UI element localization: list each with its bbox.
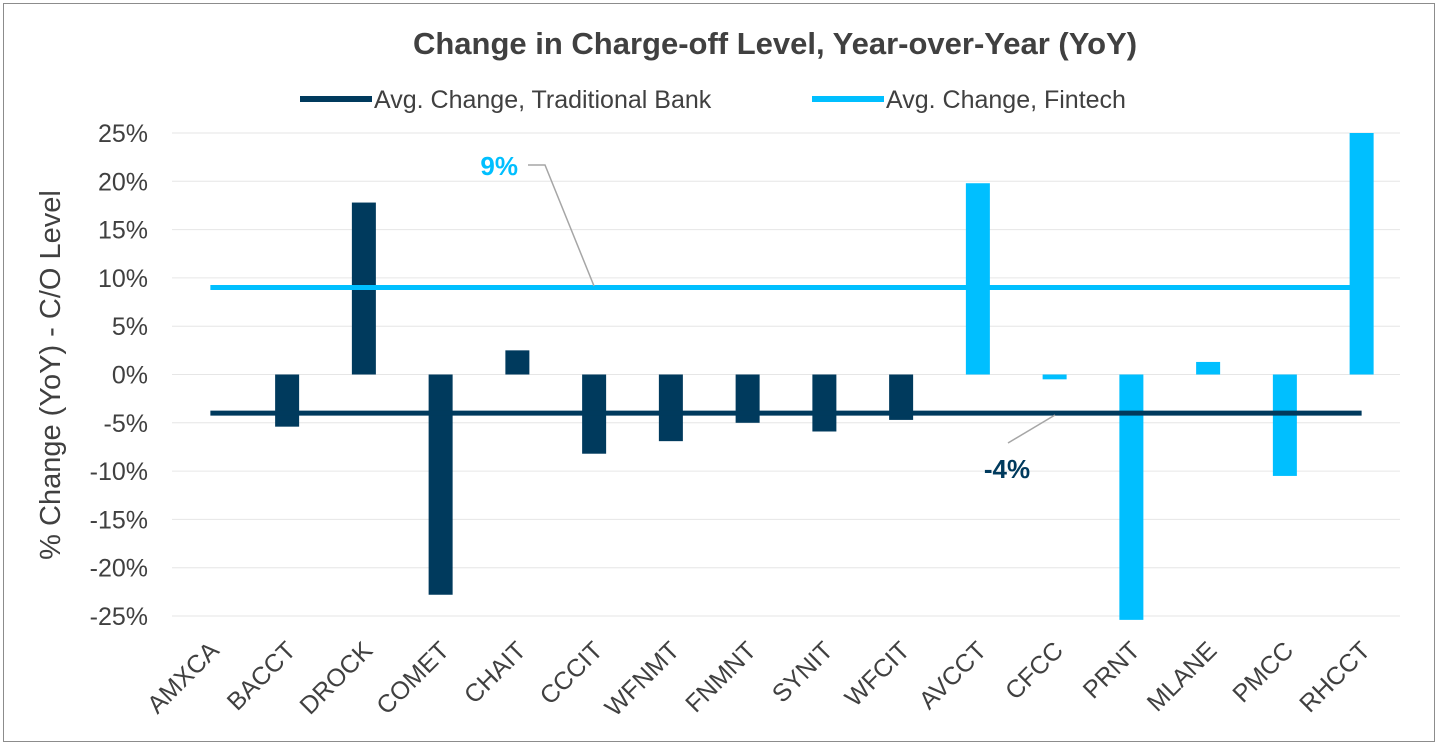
bar-mlane: [1196, 361, 1221, 375]
x-tick-label: CHAIT: [459, 636, 532, 709]
y-tick-label: -5%: [104, 410, 148, 438]
x-tick-label: SYNIT: [767, 636, 839, 708]
bar-pmcc: [1272, 374, 1297, 476]
y-tick-label: 0%: [112, 362, 148, 390]
bar-chait: [505, 350, 530, 375]
chart-frame: [3, 3, 1435, 742]
x-tick-label: BACCT: [222, 636, 302, 716]
y-tick-label: -15%: [90, 506, 148, 534]
bar-avcct: [965, 183, 990, 375]
y-tick-label: 15%: [98, 217, 148, 245]
gridlines: [172, 132, 1400, 617]
x-tick-label: AMXCA: [142, 636, 225, 719]
y-axis-ticks: 25% 20% 15% 10% 5% 0% -5% -10% -15% -20% -25%: [90, 120, 148, 631]
bar-synit: [812, 374, 837, 432]
y-tick-label: 10%: [98, 265, 148, 293]
average-lines: [210, 285, 1362, 416]
x-tick-label: CCCIT: [535, 636, 609, 710]
y-tick-label: -20%: [90, 555, 148, 583]
y-axis-label: % Change (YoY) - C/O Level: [35, 190, 67, 560]
x-tick-label: RHCCT: [1294, 636, 1376, 718]
bar-wfnmt: [658, 374, 683, 442]
x-tick-label: WFNMT: [600, 636, 686, 722]
bars: [275, 133, 1374, 620]
chart-title: Change in Charge-off Level, Year-over-Ye…: [413, 26, 1137, 61]
annotation-traditional-avg: -4%: [984, 454, 1030, 484]
y-tick-label: 25%: [98, 120, 148, 148]
x-tick-label: MLANE: [1142, 636, 1223, 717]
x-tick-label: DROCK: [294, 636, 378, 720]
annotation-leader-fintech: [528, 164, 595, 287]
x-tick-label: FNMNT: [680, 636, 762, 718]
y-tick-label: -10%: [90, 458, 148, 486]
y-tick-label: 20%: [98, 168, 148, 196]
y-tick-label: 5%: [112, 313, 148, 341]
x-tick-label: WFCIT: [840, 636, 916, 712]
legend: Avg. Change, Traditional Bank Avg. Chang…: [300, 86, 1126, 114]
x-tick-label: COMET: [371, 636, 455, 720]
legend-label-traditional: Avg. Change, Traditional Bank: [374, 86, 712, 114]
x-tick-label: AVCCT: [914, 636, 992, 714]
y-tick-label: -25%: [90, 603, 148, 631]
annotation-fintech-avg: 9%: [480, 151, 518, 181]
bar-rhcct: [1349, 133, 1374, 375]
bar-bacct: [275, 374, 300, 427]
annotation-leader-traditional: [1007, 414, 1056, 444]
x-tick-label: PRNT: [1078, 636, 1146, 704]
bar-cfcc: [1042, 374, 1067, 380]
x-tick-label: PMCC: [1227, 636, 1299, 708]
bar-comet: [428, 374, 453, 595]
x-tick-label: CFCC: [1000, 636, 1069, 705]
legend-label-fintech: Avg. Change, Fintech: [886, 86, 1126, 114]
